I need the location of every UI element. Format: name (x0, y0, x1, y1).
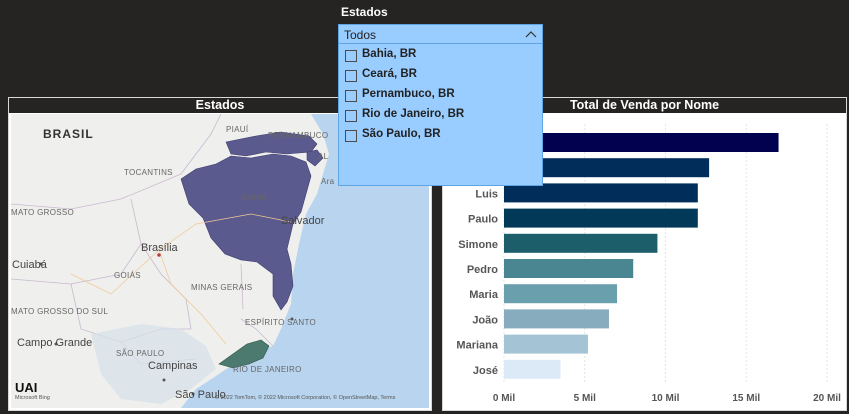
bar[interactable] (504, 284, 618, 304)
x-tick-label: 10 Mil (652, 393, 680, 404)
checkbox[interactable] (345, 70, 357, 82)
bar[interactable] (504, 259, 634, 278)
city-label: São Paulo (175, 389, 226, 401)
category-label: João (472, 314, 498, 326)
bar[interactable] (504, 133, 779, 152)
bing-logo: Microsoft Bing (15, 395, 50, 401)
x-tick-label: 0 Mil (493, 393, 515, 404)
chevron-up-icon[interactable] (525, 29, 537, 39)
slicer-option-label: Rio de Janeiro, BR (362, 108, 465, 120)
slicer-option-pernambuco[interactable]: Pernambuco, BR (345, 88, 535, 104)
region-label: MINAS GERAIS (191, 283, 252, 292)
city-label: Cuiabá (12, 259, 48, 271)
slicer-title: Estados (341, 5, 388, 19)
bar[interactable] (504, 334, 588, 354)
x-tick-label: 15 Mil (732, 393, 760, 404)
region-label: RIO DE JANEIRO (233, 365, 302, 374)
region-label: GOIÁS (114, 271, 141, 280)
checkbox[interactable] (345, 90, 357, 102)
bar[interactable] (504, 233, 658, 253)
bar[interactable] (504, 183, 698, 203)
slicer-option-sao-paulo[interactable]: São Paulo, BR (345, 128, 535, 144)
bar[interactable] (504, 309, 609, 329)
region-label: PIAUÍ (226, 125, 249, 134)
slicer-option-rio-de-janeiro[interactable]: Rio de Janeiro, BR (345, 108, 535, 124)
checkbox[interactable] (345, 110, 357, 122)
roads (70, 213, 292, 345)
city-label: Campinas (148, 360, 198, 372)
chart-title: Total de Venda por Nome (443, 98, 846, 113)
slicer-dropdown-list: Bahia, BR Ceará, BR Pernambuco, BR Rio d… (338, 44, 543, 186)
bar[interactable] (504, 359, 561, 379)
bar[interactable] (504, 158, 710, 178)
state-bahia (180, 153, 312, 311)
map-attribution[interactable]: © 2022 TomTom, © 2022 Microsoft Corporat… (215, 395, 396, 401)
map-logo: UAI (15, 380, 38, 395)
slicer-option-label: Pernambuco, BR (362, 88, 455, 100)
category-label: Simone (458, 239, 498, 251)
slicer-option-bahia[interactable]: Bahia, BR (345, 48, 535, 64)
slicer-option-label: Bahia, BR (362, 48, 417, 60)
category-label: Paulo (468, 214, 498, 226)
map-title: Estados (9, 98, 431, 113)
bar[interactable] (504, 208, 698, 228)
bar-chart-canvas: 0 Mil 5 Mil 10 Mil 15 Mil 20 Mil Luis Paulo Sim… (456, 124, 841, 404)
region-label: ESPÍRITO SANTO (245, 318, 316, 327)
state-sao-paulo (91, 324, 216, 404)
category-label: Luis (475, 188, 498, 200)
state-alagoas (306, 149, 324, 167)
region-label: BAHIA (242, 193, 268, 202)
checkbox[interactable] (345, 50, 357, 62)
bar-chart-visual: Total de Venda por Nome 0 Mil 5 Mil 10 Mil… (442, 97, 847, 411)
region-label: Ara (321, 177, 335, 186)
checkbox[interactable] (345, 130, 357, 142)
x-tick-label: 5 Mil (574, 393, 596, 404)
region-label: MATO GROSSO DO SUL (11, 307, 108, 316)
category-label: Pedro (467, 264, 498, 276)
slicer-selected-value: Todos (344, 28, 377, 42)
region-label: SÃO PAULO (116, 349, 164, 358)
category-label: José (473, 365, 498, 377)
region-label: AL (318, 152, 329, 161)
category-label: Maria (469, 289, 499, 301)
region-label: MATO GROSSO (11, 208, 74, 217)
slicer-dropdown[interactable]: Todos (338, 24, 543, 44)
city-label: Salvador (281, 215, 325, 227)
x-tick-label: 20 Mil (813, 393, 841, 404)
country-label: BRASIL (43, 127, 94, 141)
slicer-option-label: São Paulo, BR (362, 128, 441, 140)
slicer-option-label: Ceará, BR (362, 68, 417, 80)
region-label: TOCANTINS (124, 168, 173, 177)
city-label: Brasília (141, 242, 179, 254)
state-rio-de-janeiro (218, 339, 270, 369)
capital-marker (157, 253, 161, 257)
city-label: Campo Grande (17, 337, 92, 349)
slicer-option-ceara[interactable]: Ceará, BR (345, 68, 535, 84)
category-label: Mariana (456, 340, 498, 352)
region-label: PERNAMBUCO (268, 131, 328, 140)
